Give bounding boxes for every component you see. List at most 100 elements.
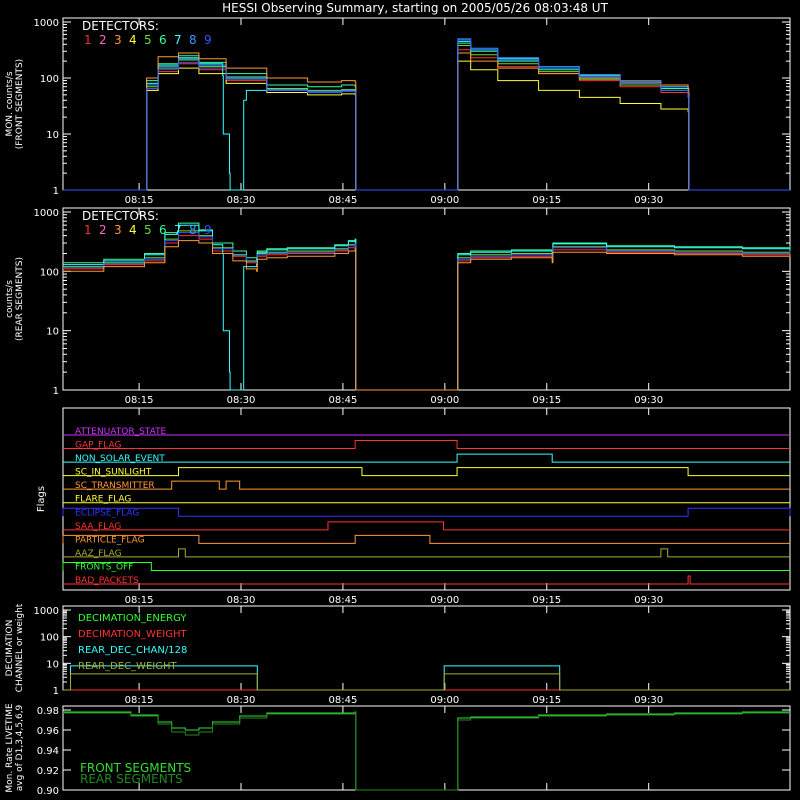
flag-line-bad_packets [63, 575, 790, 585]
panel-frame [62, 407, 791, 591]
y-axis-label: avg of D1,3,4,5,6,9 [15, 704, 25, 791]
panel-1 [62, 17, 791, 191]
x-tick-label: 09:30 [634, 695, 663, 706]
series-legend-label: FRONT SEGMENTS [80, 761, 191, 775]
detectors-legend-heading: DETECTORS: [82, 19, 159, 33]
y-tick-label: 1 [53, 686, 59, 697]
flag-line-sc_in_sunlight [63, 467, 790, 477]
y-tick-label: 10 [46, 130, 59, 141]
series-line-1 [63, 235, 791, 391]
detector-legend-number: 6 [159, 223, 167, 237]
x-tick-label: 09:15 [532, 195, 561, 206]
flag-label: BAD_PACKETS [75, 576, 139, 586]
detector-legend-number: 2 [99, 223, 107, 237]
panel-frame [62, 17, 791, 191]
y-tick-label: 0.98 [37, 706, 59, 717]
panel-frame [62, 207, 791, 391]
x-tick-label: 09:15 [532, 695, 561, 706]
panel-5 [62, 705, 791, 791]
series-line-rear-segments [63, 712, 790, 791]
y-axis-label: (FRONT SEGMENTS) [15, 59, 25, 149]
figure-title: HESSI Observing Summary, starting on 200… [222, 1, 608, 15]
x-tick-label: 08:30 [227, 695, 256, 706]
panel-2 [62, 207, 791, 391]
flag-label: NON_SOLAR_EVENT [75, 454, 165, 464]
y-axis-label: Flags [36, 486, 47, 512]
y-tick-label: 0.96 [37, 726, 59, 737]
series-legend-label: REAR_DEC_CHAN/128 [78, 645, 187, 656]
flag-label: SC_TRANSMITTER [75, 481, 155, 491]
flag-label: ECLIPSE_FLAG [75, 508, 139, 518]
flag-line-non_solar_event [63, 453, 790, 463]
series-line-1 [63, 49, 790, 191]
x-tick-label: 09:15 [532, 395, 561, 406]
y-tick-label: 1000 [34, 18, 59, 29]
series-line-5 [63, 45, 790, 191]
series-legend-label: REAR SEGMENTS [80, 772, 183, 786]
detector-legend-number: 8 [189, 33, 197, 47]
detector-legend-number: 1 [84, 33, 92, 47]
y-axis-label: Mon. Rate LIVETIME [5, 703, 15, 793]
series-line-7 [63, 224, 791, 391]
flag-label: SAA_FLAG [75, 522, 121, 532]
series-line-rear-dec-weight [63, 673, 790, 691]
detector-legend-number: 9 [204, 33, 212, 47]
x-tick-label: 09:30 [634, 195, 663, 206]
y-tick-label: 1000 [34, 606, 59, 617]
y-axis-label: (REAR SEGMENTS) [15, 257, 25, 341]
y-tick-label: 10 [46, 659, 59, 670]
x-tick-label: 08:15 [125, 695, 154, 706]
flag-label: GAP_FLAG [75, 441, 121, 451]
y-tick-label: 100 [40, 267, 59, 278]
series-legend-label: REAR_DEC_WEIGHT [78, 661, 177, 672]
detector-legend-number: 3 [114, 223, 122, 237]
x-tick-label: 09:00 [430, 395, 459, 406]
x-tick-label: 08:30 [227, 195, 256, 206]
series-line-9 [63, 39, 790, 191]
flag-line-fronts_off [62, 561, 790, 571]
y-tick-label: 0.90 [37, 786, 59, 797]
series-legend-label: DECIMATION_ENERGY [78, 613, 187, 624]
detector-legend-number: 7 [174, 33, 182, 47]
detectors-legend-heading: DETECTORS: [82, 209, 159, 223]
y-tick-label: 1 [53, 186, 59, 197]
detector-legend-number: 7 [174, 223, 182, 237]
flag-line-eclipse_flag [62, 507, 791, 517]
y-tick-label: 100 [40, 74, 59, 85]
detector-legend-number: 4 [129, 223, 137, 237]
y-tick-label: 1 [53, 386, 59, 397]
detector-legend-number: 8 [189, 223, 197, 237]
y-tick-label: 10 [46, 327, 59, 338]
detector-legend-number: 2 [99, 33, 107, 47]
series-legend-label: DECIMATION_WEIGHT [78, 629, 187, 640]
flag-line-sc_transmitter [63, 480, 790, 490]
detector-legend-number: 4 [129, 33, 137, 47]
x-tick-label: 09:30 [634, 595, 663, 606]
flag-line-saa_flag [63, 521, 790, 531]
panel-3 [62, 407, 791, 591]
y-tick-label: 0.92 [37, 766, 59, 777]
x-tick-label: 08:30 [227, 595, 256, 606]
y-axis-label: DECIMATION [5, 620, 15, 677]
y-axis-label: counts/s [5, 280, 15, 318]
series-line-3 [63, 240, 791, 391]
flag-label: ATTENUATOR_STATE [75, 427, 167, 437]
y-axis-label: CHANNEL or weight [15, 603, 25, 692]
x-tick-label: 08:45 [329, 195, 358, 206]
series-line-8 [63, 38, 790, 191]
detector-legend-number: 6 [159, 33, 167, 47]
y-tick-label: 1000 [34, 208, 59, 219]
detector-legend-number: 1 [84, 223, 92, 237]
x-tick-label: 08:30 [227, 395, 256, 406]
y-axis-label: MON. counts/s [5, 71, 15, 136]
detector-legend-number: 5 [144, 223, 152, 237]
x-tick-label: 09:15 [532, 595, 561, 606]
y-tick-label: 0.94 [37, 746, 59, 757]
x-tick-label: 09:00 [430, 595, 459, 606]
x-tick-label: 08:45 [329, 595, 358, 606]
flag-label: PARTICLE_FLAG [75, 535, 145, 545]
x-tick-label: 09:30 [634, 395, 663, 406]
y-tick-label: 100 [40, 633, 59, 644]
